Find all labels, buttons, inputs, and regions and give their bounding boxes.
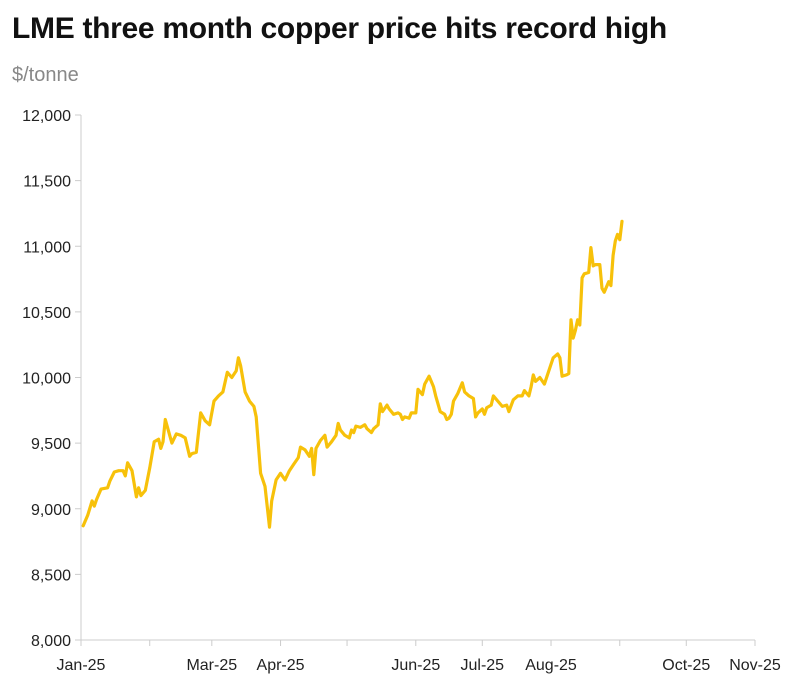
y-axis: 8,000 8,500 9,000 9,500 10,000 10,500 11,000 11… xyxy=(22,108,82,650)
series-line-copper-price xyxy=(81,219,624,529)
y-tick-label: 10,000 xyxy=(22,371,71,388)
y-tick-label: 8,000 xyxy=(31,633,71,650)
x-tick-label: Jul-25 xyxy=(461,657,505,674)
x-tick-label: Aug-25 xyxy=(525,657,577,674)
x-axis: Jan-25 Mar-25 Apr-25 Jun-25 Jul-25 Aug-25 Oct-… xyxy=(57,639,781,674)
x-tick-label: Jan-25 xyxy=(57,657,106,674)
chart-title: LME three month copper price hits record… xyxy=(12,12,667,45)
y-tick-label: 8,500 xyxy=(31,567,71,584)
y-tick-label: 9,500 xyxy=(31,436,71,453)
x-tick-label: Jun-25 xyxy=(391,657,440,674)
y-tick-label: 10,500 xyxy=(22,305,71,322)
y-tick-label: 9,000 xyxy=(31,502,71,519)
y-tick-label: 12,000 xyxy=(22,108,71,125)
y-tick-label: 11,500 xyxy=(23,174,71,191)
y-axis-unit-label: $/tonne xyxy=(12,64,79,86)
x-tick-label: Apr-25 xyxy=(257,657,305,674)
x-tick-label: Nov-25 xyxy=(729,657,781,674)
series-layer xyxy=(81,219,624,529)
x-tick-label: Mar-25 xyxy=(186,657,237,674)
y-tick-label: 11,000 xyxy=(23,239,71,256)
x-tick-label: Oct-25 xyxy=(662,657,710,674)
